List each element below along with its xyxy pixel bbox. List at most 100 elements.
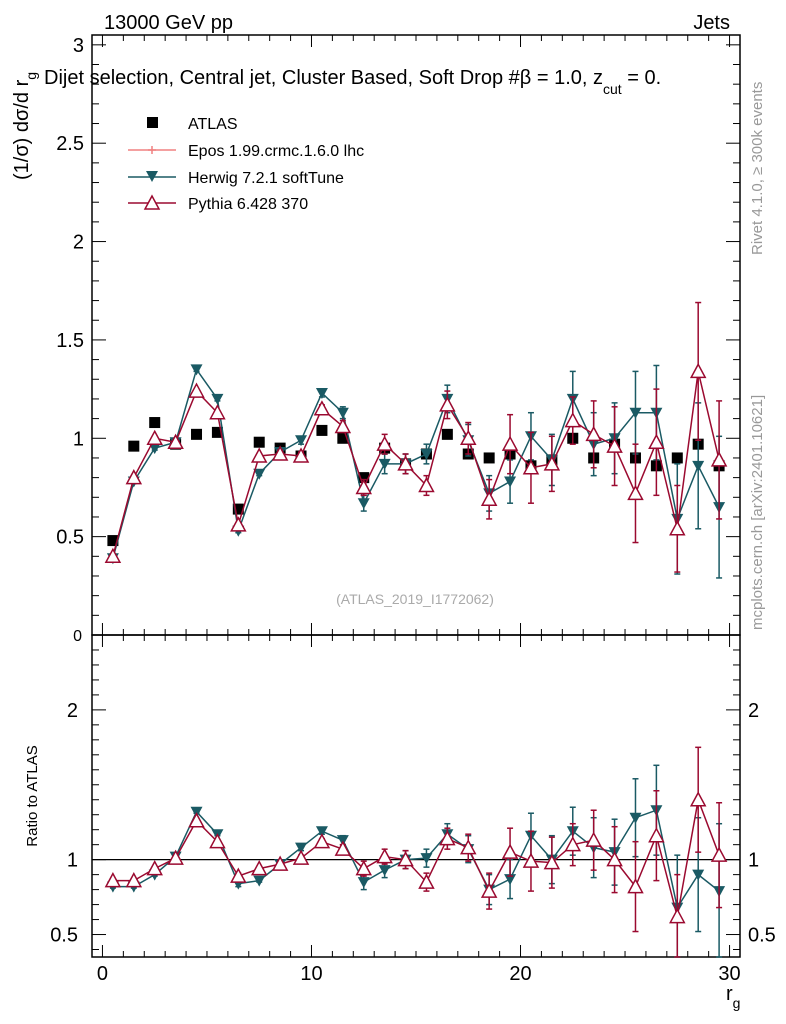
- data-point-pythia: [397, 455, 414, 471]
- data-point-pythia: [439, 830, 456, 846]
- x-tick-label: 0: [97, 963, 108, 985]
- data-point-pythia: [460, 429, 477, 446]
- data-point-atlas: [191, 428, 203, 440]
- series-pythia: [104, 746, 728, 958]
- series-atlas: [107, 417, 725, 547]
- data-point-pythia: [334, 840, 352, 856]
- data-point-atlas: [441, 428, 453, 440]
- main-axis-ticks: [92, 35, 740, 636]
- x-tick-labels: 0 10 20 30: [97, 963, 741, 985]
- data-point-pythia: [585, 831, 602, 847]
- data-point-herwig: [357, 877, 370, 889]
- data-point-atlas: [128, 440, 140, 452]
- process-label: Jets: [693, 12, 730, 34]
- x-tick-label: 20: [509, 963, 531, 985]
- ratio-frame: [91, 634, 741, 958]
- legend-item-epos: Epos 1.99.crmc.1.6.0 lhc: [128, 143, 364, 160]
- data-point-herwig: [357, 498, 370, 510]
- ratio-series-layer: [104, 746, 728, 958]
- data-point-pythia: [397, 851, 414, 867]
- ratio-axis-ticks: [92, 635, 740, 957]
- data-point-pythia: [543, 455, 561, 471]
- ratio-y-tick-label-right: 1: [748, 850, 759, 872]
- legend-marker-pythia: [143, 194, 161, 210]
- legend-label-atlas: ATLAS: [188, 116, 238, 133]
- data-point-pythia: [564, 411, 582, 428]
- data-point-herwig: [420, 449, 433, 461]
- data-point-atlas: [149, 417, 161, 429]
- legend-item-herwig: Herwig 7.2.1 softTune: [128, 170, 344, 187]
- x-tick-label: 10: [300, 963, 322, 985]
- data-point-herwig: [420, 853, 433, 865]
- data-point-pythia: [104, 872, 122, 888]
- data-point-atlas: [337, 432, 349, 444]
- data-point-herwig: [629, 812, 642, 824]
- data-point-herwig: [692, 460, 705, 472]
- data-point-pythia: [230, 516, 247, 532]
- ratio-y-tick-labels-right: 0.5 1 2: [748, 700, 776, 947]
- data-point-pythia: [501, 843, 519, 859]
- title-sub: cut: [603, 81, 622, 97]
- main-y-axis-label: (1/σ) dσ/d rg: [11, 72, 39, 180]
- data-point-pythia: [669, 520, 686, 536]
- ratio-y-tick-label-right: 0.5: [748, 925, 776, 947]
- data-point-pythia: [313, 400, 331, 416]
- data-point-atlas: [253, 436, 265, 448]
- data-point-pythia: [209, 833, 226, 849]
- data-point-herwig: [295, 435, 308, 447]
- data-point-pythia: [250, 447, 268, 463]
- data-point-pythia: [418, 873, 435, 889]
- x-tick-label: 30: [718, 963, 740, 985]
- ratio-y-tick-labels: 0.5 1 2: [50, 700, 78, 947]
- data-point-pythia: [480, 490, 498, 507]
- ratio-panel: 0.5 1 2 0.5 1 2 0 10 20 30 Ratio to ATLAS rg: [24, 634, 776, 1011]
- main-panel: 0.5 1 1.5 2 2.5 3 0 (1/σ) dσ/d rg (ATLAS_2019_…: [11, 34, 741, 645]
- title-end: = 0.: [622, 67, 661, 89]
- legend-label-herwig: Herwig 7.2.1 softTune: [188, 170, 344, 187]
- rivet-version-label: Rivet 4.1.0, ≥ 300k events: [749, 82, 766, 255]
- data-point-atlas: [107, 535, 119, 547]
- legend-marker-epos: [148, 146, 156, 154]
- main-y-zero-label: 0: [73, 628, 82, 645]
- data-point-pythia: [710, 846, 728, 862]
- data-point-pythia: [355, 860, 372, 876]
- data-point-atlas: [211, 426, 223, 438]
- data-point-pythia: [439, 396, 456, 412]
- data-point-pythia: [564, 836, 582, 852]
- data-point-pythia: [376, 848, 393, 864]
- data-point-pythia: [104, 547, 122, 564]
- data-point-herwig: [253, 875, 266, 887]
- legend-label-pythia: Pythia 6.428 370: [188, 196, 308, 213]
- data-point-pythia: [125, 469, 143, 485]
- ratio-y-tick-label-right: 2: [748, 700, 759, 722]
- data-point-pythia: [606, 437, 623, 453]
- data-point-pythia: [167, 849, 184, 865]
- data-point-herwig: [629, 407, 642, 419]
- data-point-pythia: [167, 433, 184, 449]
- data-point-pythia: [271, 855, 289, 871]
- data-point-pythia: [627, 484, 644, 501]
- data-point-pythia: [585, 425, 602, 442]
- main-y-tick-label: 2.5: [56, 133, 84, 155]
- data-point-pythia: [313, 833, 331, 849]
- data-point-atlas: [232, 503, 244, 515]
- data-point-atlas: [316, 424, 328, 436]
- ratio-y-tick-label: 2: [67, 700, 78, 722]
- main-y-tick-label: 2: [73, 232, 84, 254]
- data-point-herwig: [692, 869, 705, 881]
- data-point-pythia: [376, 435, 393, 451]
- svg-text:Dijet selection, Central jet,: Dijet selection, Central jet, Cluster Ba…: [44, 67, 661, 97]
- mcplots-label: mcplots.cern.ch [arXiv:2401.10621]: [749, 395, 766, 630]
- data-point-pythia: [669, 907, 686, 924]
- data-point-pythia: [418, 476, 435, 493]
- title-main: Dijet selection, Central jet, Cluster Ba…: [44, 67, 521, 89]
- main-y-tick-label: 3: [73, 35, 84, 57]
- data-point-pythia: [627, 878, 644, 894]
- data-point-pythia: [648, 433, 665, 449]
- data-point-herwig: [378, 865, 391, 877]
- data-point-herwig: [378, 458, 391, 470]
- series-line-pythia: [112, 371, 720, 557]
- data-point-herwig: [295, 842, 308, 854]
- data-point-pythia: [209, 404, 226, 420]
